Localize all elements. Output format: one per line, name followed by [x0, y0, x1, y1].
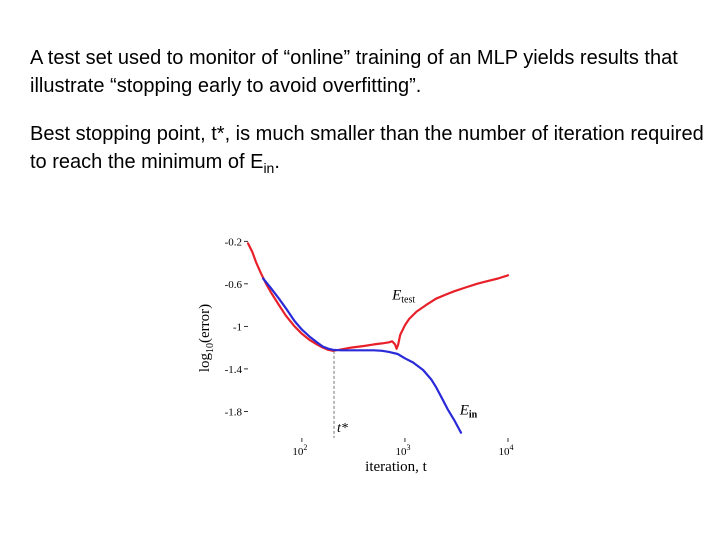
y-axis-label-main: log: [197, 352, 213, 372]
series-label-e-in-sub: in: [469, 409, 478, 420]
y-axis-label: log10(error): [197, 304, 216, 372]
y-tick-label: -0.6: [225, 279, 243, 291]
series-label-e-test-main: E: [391, 287, 401, 303]
stopping-point-label: t*: [337, 421, 348, 436]
y-tick-label: -1.4: [225, 364, 243, 376]
slide-paragraph-2: Best stopping point, t*, is much smaller…: [30, 120, 710, 177]
slide-paragraph-2-main: Best stopping point, t*, is much smaller…: [30, 123, 704, 173]
y-tick-label: -1.8: [225, 406, 243, 418]
error-chart: t* -0.2 -0.6 -1 -1.4 -1.8 102 103 104 iteratio…: [192, 228, 514, 478]
y-tick-layer: -0.2 -0.6 -1 -1.4 -1.8: [225, 236, 248, 418]
chart-background: [192, 228, 514, 478]
series-layer: [246, 242, 510, 434]
slide-paragraph-2-end: .: [274, 151, 280, 173]
series-label-e-in-main: E: [459, 402, 469, 418]
y-axis-label-rest: (error): [197, 304, 213, 343]
slide-text: A test set used to monitor of “online” t…: [30, 44, 710, 197]
x-tick-label: 102: [292, 443, 307, 458]
x-tick-label: 103: [395, 443, 410, 458]
annotation-layer: t*: [333, 350, 348, 438]
slide-paragraph-2-sub: in: [263, 160, 275, 176]
y-tick-label: -1: [233, 321, 242, 333]
x-tick-layer: 102 103 104: [292, 438, 514, 458]
x-axis-label: iteration, t: [365, 459, 427, 475]
series-line-1: [262, 277, 463, 434]
x-tick-label: 104: [499, 443, 514, 458]
y-tick-label: -0.2: [225, 236, 242, 248]
series-line-0: [246, 242, 510, 352]
slide-paragraph-1: A test set used to monitor of “online” t…: [30, 47, 678, 97]
y-axis-label-sub: 10: [205, 343, 216, 353]
series-label-e-in: Ein: [459, 402, 478, 420]
series-label-e-test: Etest: [391, 287, 415, 305]
series-label-e-test-sub: test: [401, 294, 415, 305]
